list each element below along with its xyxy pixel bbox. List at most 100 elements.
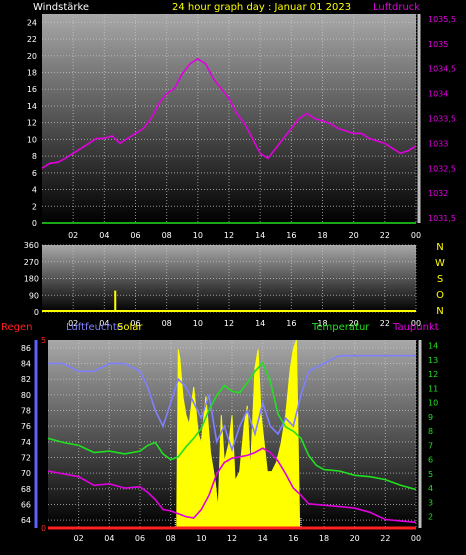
temperature-tick: 10 <box>428 399 438 408</box>
temperature-tick: 7 <box>428 441 433 450</box>
humidity-tick: 72 <box>21 454 31 463</box>
compass-label: N <box>436 242 443 253</box>
humidity-tick: 66 <box>21 501 31 510</box>
humidity-tick: 70 <box>21 469 31 478</box>
legend-rain: Regen <box>1 322 33 333</box>
wind-pressure-x-tick: 04 <box>99 231 109 240</box>
wind-direction-x-tick: 06 <box>130 319 140 328</box>
wind-pressure-x-tick: 08 <box>162 231 172 240</box>
climate-x-tick: 12 <box>227 534 237 543</box>
rain-tick: 0 <box>41 524 46 533</box>
humidity-axis: 64 66 68 70 72 74 76 78 80 82 84 86 <box>21 344 31 525</box>
temperature-tick: 3 <box>428 498 433 507</box>
climate-x-tick: 04 <box>104 534 114 543</box>
dewpoint-line <box>47 447 417 524</box>
humidity-tick: 80 <box>21 391 31 400</box>
climate-x-tick: 16 <box>288 534 298 543</box>
pressure-line <box>41 57 417 169</box>
wind-direction-x-tick: 12 <box>224 319 234 328</box>
humidity-tick: 68 <box>21 485 31 494</box>
climate-x-tick: 18 <box>319 534 329 543</box>
wind-speed-tick: 12 <box>27 119 37 128</box>
climate-x-tick: 08 <box>166 534 176 543</box>
wind-direction-x-tick: 14 <box>255 319 265 328</box>
pressure-label: Luftdruck <box>373 2 420 13</box>
wind-direction-x-axis: 02 04 06 08 10 12 14 16 18 20 22 00 <box>68 319 421 328</box>
temperature-tick: 12 <box>428 370 438 379</box>
temperature-tick: 11 <box>428 384 438 393</box>
wind-pressure-x-tick: 02 <box>68 231 78 240</box>
wind-pressure-x-tick: 06 <box>130 231 140 240</box>
wind-direction-x-tick: 20 <box>349 319 359 328</box>
wind-direction-x-tick: 10 <box>193 319 203 328</box>
wind-direction-x-tick: 02 <box>68 319 78 328</box>
temperature-tick: 9 <box>428 413 433 422</box>
wind-speed-tick: 16 <box>27 85 37 94</box>
temperature-line <box>47 361 417 491</box>
compass-label: W <box>435 258 445 269</box>
temperature-tick: 13 <box>428 356 438 365</box>
wind-direction-tick: 90 <box>29 291 39 300</box>
wind-speed-tick: 4 <box>32 186 37 195</box>
pressure-tick: 1033,5 <box>428 115 456 124</box>
wind-pressure-x-axis: 02 04 06 08 10 12 14 16 18 20 22 00 <box>68 231 421 240</box>
climate-x-tick: 06 <box>135 534 145 543</box>
wind-pressure-x-tick: 14 <box>255 231 265 240</box>
legend-humidity: Luftfeuchte <box>66 322 123 333</box>
wind-speed-tick: 2 <box>32 202 37 211</box>
humidity-tick: 86 <box>21 344 31 353</box>
pressure-tick: 1035,5 <box>428 15 456 24</box>
wind-direction-grid <box>42 244 417 313</box>
legend-temperature: Temperatur <box>311 322 370 333</box>
wind-pressure-series <box>41 57 417 224</box>
wind-speed-tick: 6 <box>32 169 37 178</box>
humidity-tick: 76 <box>21 422 31 431</box>
wind-pressure-x-tick: 22 <box>380 231 390 240</box>
wind-pressure-x-tick: 00 <box>411 231 421 240</box>
wind-direction-x-tick: 00 <box>411 319 421 328</box>
wind-pressure-x-tick: 18 <box>317 231 327 240</box>
humidity-tick: 74 <box>21 438 31 447</box>
wind-direction-x-tick: 22 <box>380 319 390 328</box>
wind-speed-tick: 10 <box>27 135 37 144</box>
wind-speed-label: Windstärke <box>33 2 89 13</box>
temperature-axis: 2 3 4 5 6 7 8 9 10 11 12 13 14 <box>418 340 438 528</box>
legend-solar: Solar <box>117 322 143 333</box>
wind-direction-tick: 270 <box>24 258 39 267</box>
wind-direction-tick: 360 <box>24 241 39 250</box>
pressure-tick: 1035 <box>428 40 448 49</box>
page-title: 24 hour graph day : Januar 01 2023 <box>172 2 351 13</box>
wind-pressure-x-tick: 16 <box>286 231 296 240</box>
temperature-tick: 6 <box>428 456 433 465</box>
wind-pressure-x-tick: 20 <box>349 231 359 240</box>
rain-axis: 05 <box>41 336 46 533</box>
wind-speed-tick: 24 <box>27 18 37 27</box>
pressure-tick: 1032,5 <box>428 164 456 173</box>
wind-speed-tick: 14 <box>27 102 37 111</box>
climate-series <box>47 354 417 530</box>
temperature-tick: 14 <box>428 342 438 351</box>
wind-direction-x-tick: 08 <box>162 319 172 328</box>
climate-x-tick: 00 <box>411 534 421 543</box>
climate-x-tick: 02 <box>74 534 84 543</box>
compass-label: S <box>437 274 443 285</box>
legend-dewpoint: Taupunkt <box>392 322 439 333</box>
climate-x-tick: 14 <box>258 534 268 543</box>
humidity-tick: 82 <box>21 375 31 384</box>
pressure-tick: 1033 <box>428 139 448 148</box>
rain-tick: 5 <box>41 336 46 345</box>
wind-direction-x-tick: 18 <box>317 319 327 328</box>
wind-direction-x-tick: 16 <box>286 319 296 328</box>
pressure-tick: 1032 <box>428 189 448 198</box>
temperature-tick: 8 <box>428 427 433 436</box>
wind-speed-tick: 18 <box>27 69 37 78</box>
compass-label: O <box>436 290 444 301</box>
wind-pressure-x-tick: 10 <box>193 231 203 240</box>
humidity-tick: 78 <box>21 407 31 416</box>
wind-speed-tick: 20 <box>27 52 37 61</box>
climate-x-axis: 02 04 06 08 10 12 14 16 18 20 22 00 <box>74 534 422 543</box>
wind-speed-tick: 8 <box>32 152 37 161</box>
climate-x-tick: 10 <box>196 534 206 543</box>
